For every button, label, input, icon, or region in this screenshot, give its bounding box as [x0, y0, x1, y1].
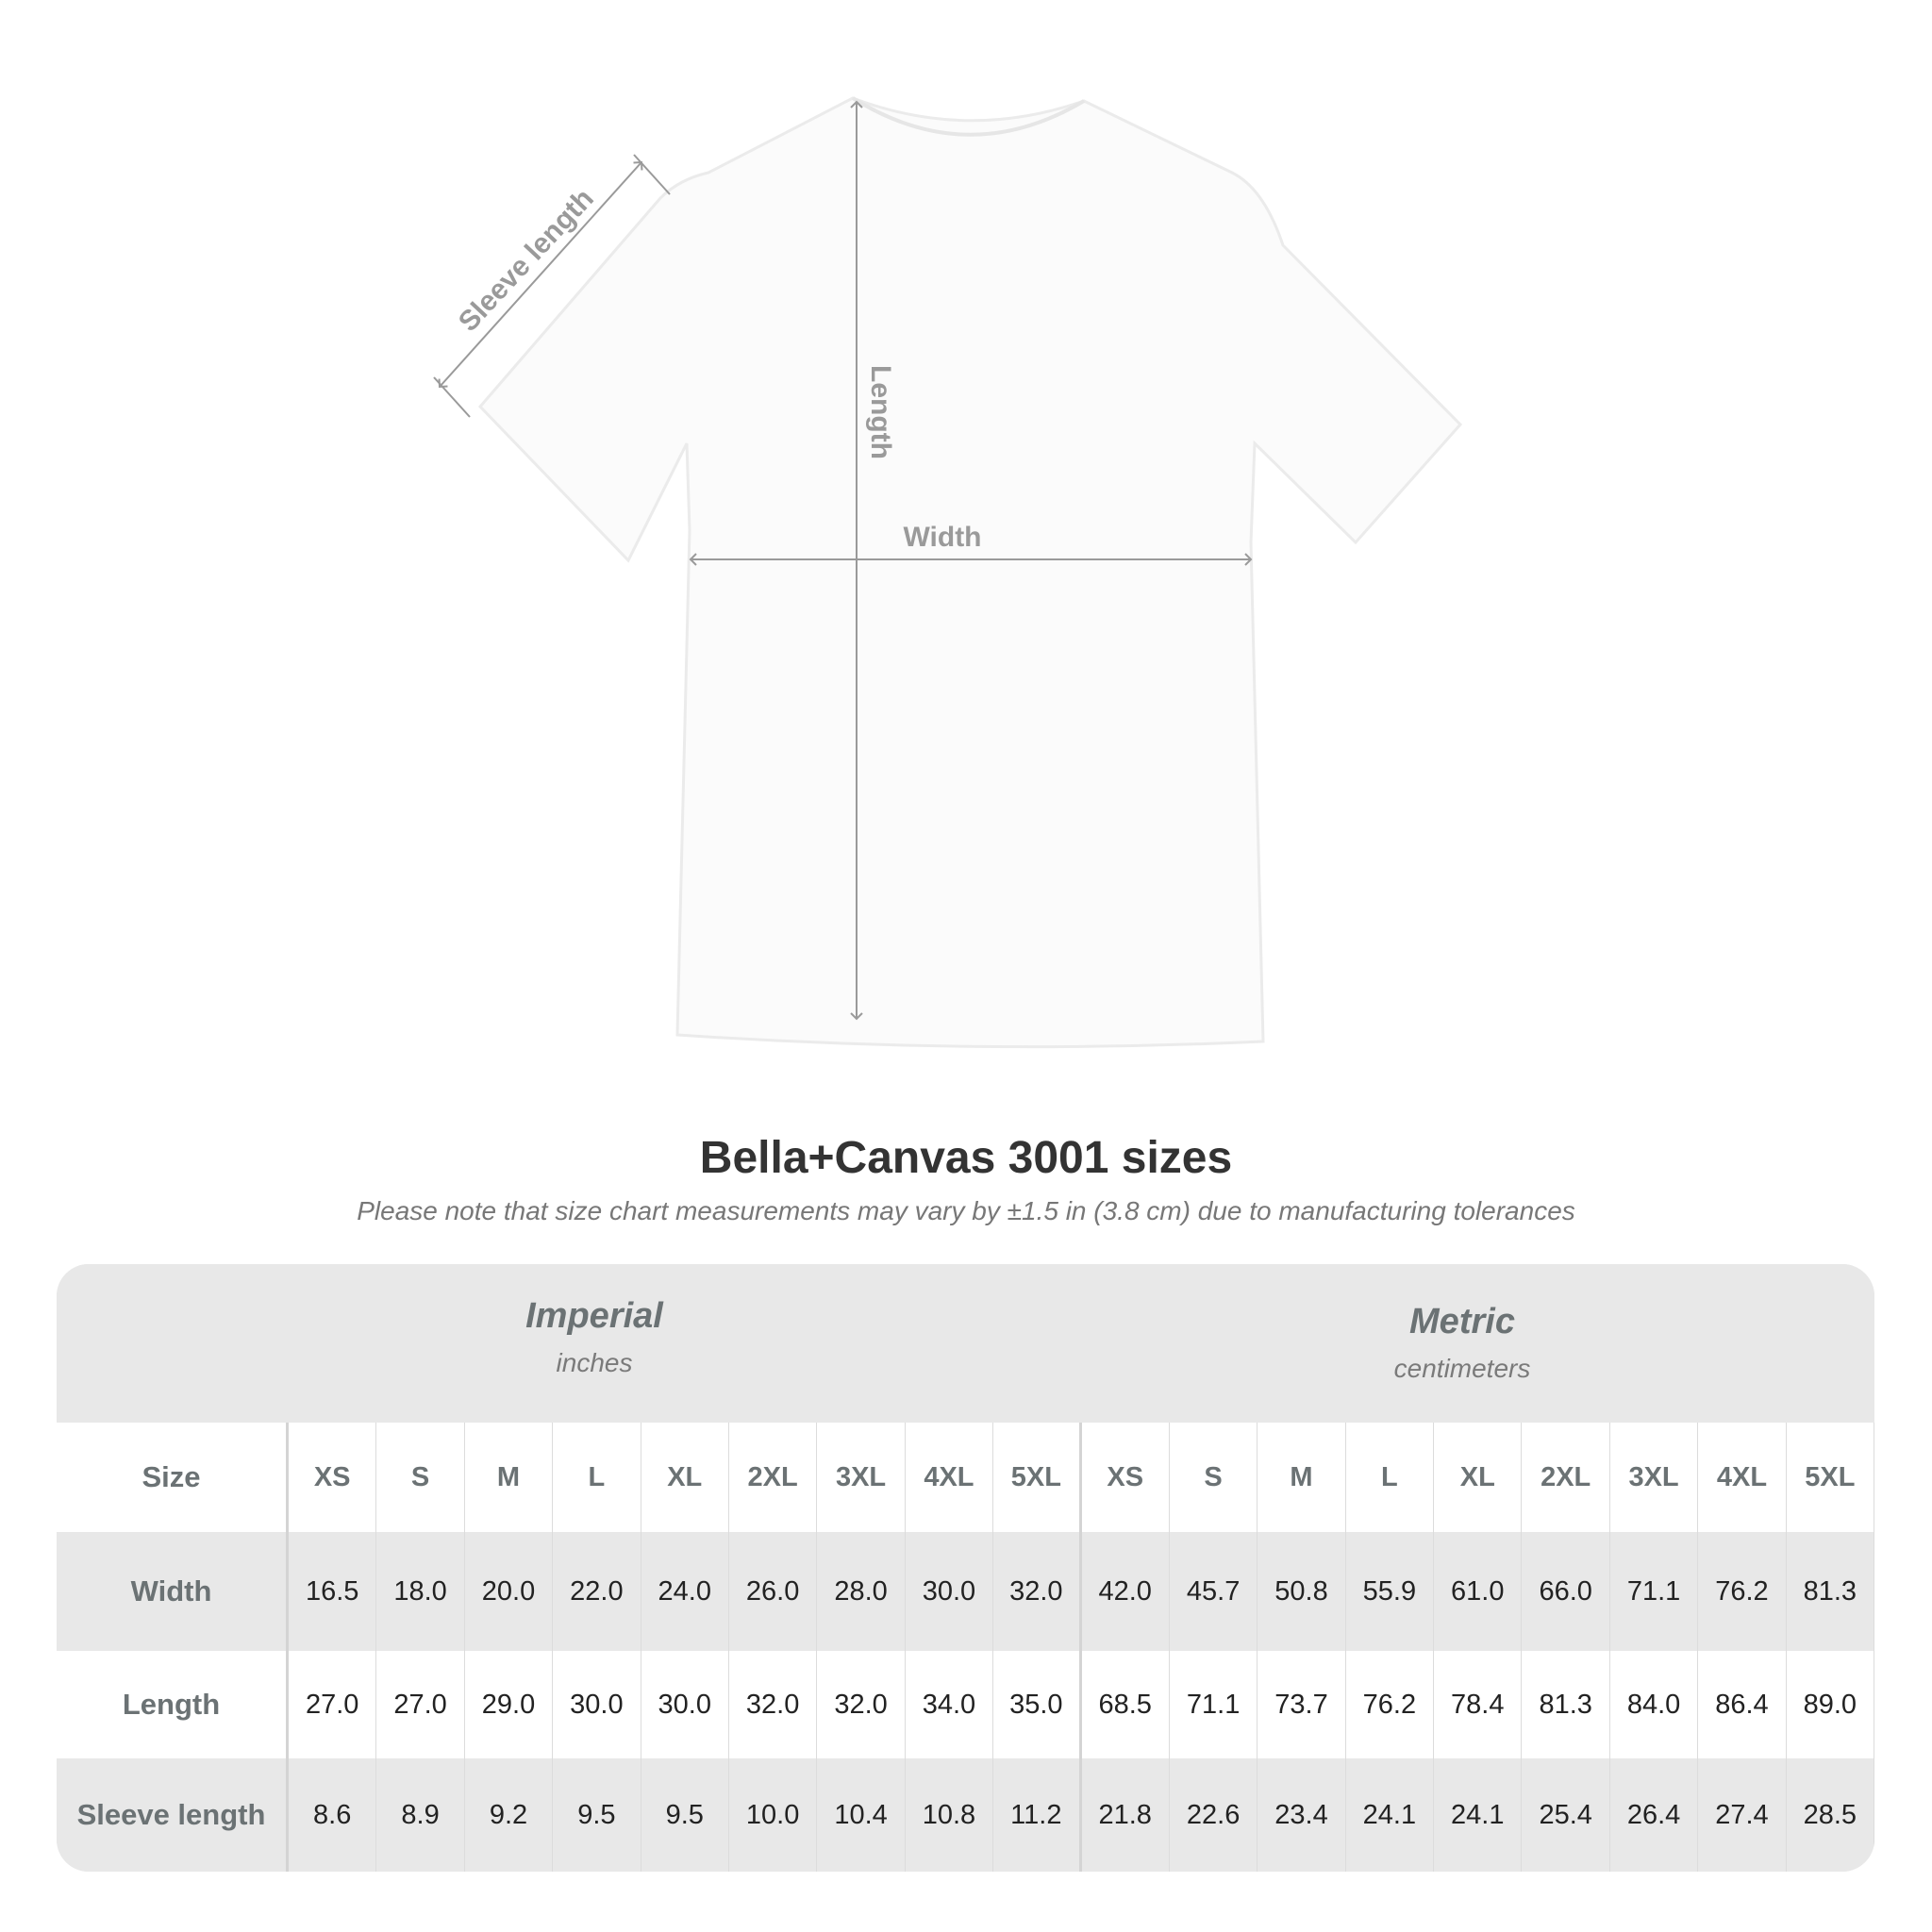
imperial-value-cell: 22.0 [553, 1532, 641, 1651]
size-header-imperial: XS [289, 1423, 377, 1532]
size-header-metric: XL [1434, 1423, 1523, 1532]
table-row: Length 27.0 27.0 29.0 30.0 30.0 32.0 32.0 34.0 35… [57, 1651, 1874, 1758]
imperial-value-cell: 27.0 [376, 1651, 465, 1758]
size-header-metric: S [1170, 1423, 1258, 1532]
imperial-value-cell: 30.0 [641, 1651, 729, 1758]
imperial-value-cell: 32.0 [993, 1532, 1082, 1651]
imperial-unit: inches [556, 1348, 633, 1377]
metric-value-cell: 45.7 [1170, 1532, 1258, 1651]
imperial-header: Imperial inches [311, 1296, 877, 1378]
size-header-metric: 3XL [1610, 1423, 1699, 1532]
size-header-row: Size XS S M L XL 2XL 3XL 4XL 5XL XS S M L XL 2XL 3XL 4XL 5… [57, 1423, 1874, 1532]
size-table: Imperial inches Metric centimeters Size X… [57, 1264, 1874, 1872]
metric-unit: centimeters [1393, 1354, 1531, 1383]
metric-value-cell: 50.8 [1257, 1532, 1346, 1651]
metric-value-cell: 81.3 [1522, 1651, 1610, 1758]
size-header-metric: 4XL [1698, 1423, 1787, 1532]
size-header-imperial: XL [641, 1423, 729, 1532]
metric-value-cell: 24.1 [1434, 1758, 1523, 1872]
tshirt-diagram: Sleeve length Length Width [433, 96, 1463, 1049]
imperial-value-cell: 27.0 [289, 1651, 377, 1758]
imperial-value-cell: 20.0 [465, 1532, 554, 1651]
metric-value-cell: 25.4 [1522, 1758, 1610, 1872]
row-label: Length [57, 1651, 289, 1758]
size-header-metric: XS [1082, 1423, 1170, 1532]
size-header-imperial: 5XL [993, 1423, 1082, 1532]
imperial-value-cell: 32.0 [817, 1651, 906, 1758]
metric-value-cell: 89.0 [1787, 1651, 1874, 1758]
imperial-value-cell: 9.5 [553, 1758, 641, 1872]
imperial-value-cell: 9.2 [465, 1758, 554, 1872]
metric-value-cell: 73.7 [1257, 1651, 1346, 1758]
imperial-value-cell: 32.0 [729, 1651, 818, 1758]
metric-value-cell: 78.4 [1434, 1651, 1523, 1758]
metric-value-cell: 81.3 [1787, 1532, 1874, 1651]
metric-value-cell: 26.4 [1610, 1758, 1699, 1872]
metric-value-cell: 66.0 [1522, 1532, 1610, 1651]
imperial-value-cell: 26.0 [729, 1532, 818, 1651]
size-header-metric: 2XL [1522, 1423, 1610, 1532]
chart-title: Bella+Canvas 3001 sizes [699, 1133, 1233, 1183]
size-header-metric: L [1346, 1423, 1435, 1532]
neckline [851, 96, 1086, 137]
metric-value-cell: 71.1 [1610, 1532, 1699, 1651]
tshirt-shape [477, 96, 1463, 1049]
unit-header-band [57, 1264, 1874, 1423]
tolerance-note: Please note that size chart measurements… [357, 1196, 1575, 1225]
metric-value-cell: 76.2 [1346, 1651, 1435, 1758]
metric-header: Metric centimeters [1179, 1302, 1745, 1384]
imperial-value-cell: 30.0 [906, 1532, 994, 1651]
size-header-imperial: 3XL [817, 1423, 906, 1532]
size-label: Size [57, 1423, 289, 1532]
width-label: Width [903, 522, 981, 553]
size-header-imperial: 4XL [906, 1423, 994, 1532]
sleeve-tick-bottom [433, 376, 471, 418]
sleeve-length-arrow [438, 160, 643, 389]
table-row: Width 16.5 18.0 20.0 22.0 24.0 26.0 28.0 30.0 32.… [57, 1532, 1874, 1651]
imperial-value-cell: 29.0 [465, 1651, 554, 1758]
metric-value-cell: 28.5 [1787, 1758, 1874, 1872]
size-header-metric: M [1257, 1423, 1346, 1532]
imperial-value-cell: 10.0 [729, 1758, 818, 1872]
imperial-value-cell: 35.0 [993, 1651, 1082, 1758]
sleeve-tick-top [633, 154, 671, 195]
metric-value-cell: 22.6 [1170, 1758, 1258, 1872]
metric-value-cell: 68.5 [1082, 1651, 1170, 1758]
imperial-title: Imperial [525, 1296, 663, 1336]
imperial-value-cell: 10.8 [906, 1758, 994, 1872]
metric-value-cell: 27.4 [1698, 1758, 1787, 1872]
row-label: Sleeve length [57, 1758, 289, 1872]
size-header-imperial: S [376, 1423, 465, 1532]
imperial-value-cell: 30.0 [553, 1651, 641, 1758]
metric-value-cell: 21.8 [1082, 1758, 1170, 1872]
imperial-value-cell: 28.0 [817, 1532, 906, 1651]
imperial-value-cell: 11.2 [993, 1758, 1082, 1872]
size-header-imperial: 2XL [729, 1423, 818, 1532]
row-label: Width [57, 1532, 289, 1651]
length-label: Length [865, 365, 896, 459]
imperial-value-cell: 10.4 [817, 1758, 906, 1872]
metric-value-cell: 76.2 [1698, 1532, 1787, 1651]
metric-value-cell: 55.9 [1346, 1532, 1435, 1651]
imperial-value-cell: 8.6 [289, 1758, 377, 1872]
size-header-metric: 5XL [1787, 1423, 1874, 1532]
imperial-value-cell: 34.0 [906, 1651, 994, 1758]
metric-title: Metric [1409, 1302, 1515, 1341]
size-header-imperial: M [465, 1423, 554, 1532]
imperial-value-cell: 9.5 [641, 1758, 729, 1872]
metric-value-cell: 42.0 [1082, 1532, 1170, 1651]
metric-value-cell: 61.0 [1434, 1532, 1523, 1651]
table-row: Sleeve length 8.6 8.9 9.2 9.5 9.5 10.0 10.4 10.8… [57, 1758, 1874, 1872]
imperial-value-cell: 24.0 [641, 1532, 729, 1651]
metric-value-cell: 71.1 [1170, 1651, 1258, 1758]
imperial-value-cell: 18.0 [376, 1532, 465, 1651]
imperial-value-cell: 16.5 [289, 1532, 377, 1651]
metric-value-cell: 84.0 [1610, 1651, 1699, 1758]
metric-value-cell: 24.1 [1346, 1758, 1435, 1872]
metric-value-cell: 23.4 [1257, 1758, 1346, 1872]
metric-value-cell: 86.4 [1698, 1651, 1787, 1758]
size-header-imperial: L [553, 1423, 641, 1532]
imperial-value-cell: 8.9 [376, 1758, 465, 1872]
